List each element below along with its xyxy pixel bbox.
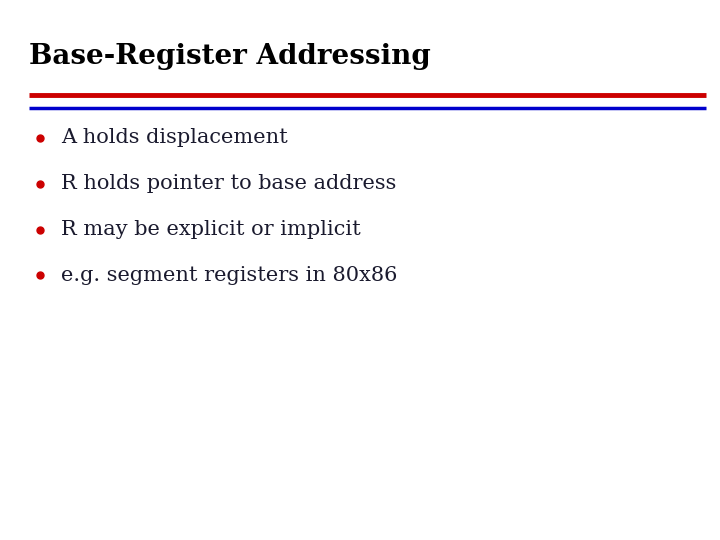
Text: R may be explicit or implicit: R may be explicit or implicit bbox=[61, 220, 361, 239]
Text: A holds displacement: A holds displacement bbox=[61, 128, 288, 147]
Text: Base-Register Addressing: Base-Register Addressing bbox=[29, 43, 431, 70]
Text: R holds pointer to base address: R holds pointer to base address bbox=[61, 174, 397, 193]
Text: e.g. segment registers in 80x86: e.g. segment registers in 80x86 bbox=[61, 266, 397, 285]
